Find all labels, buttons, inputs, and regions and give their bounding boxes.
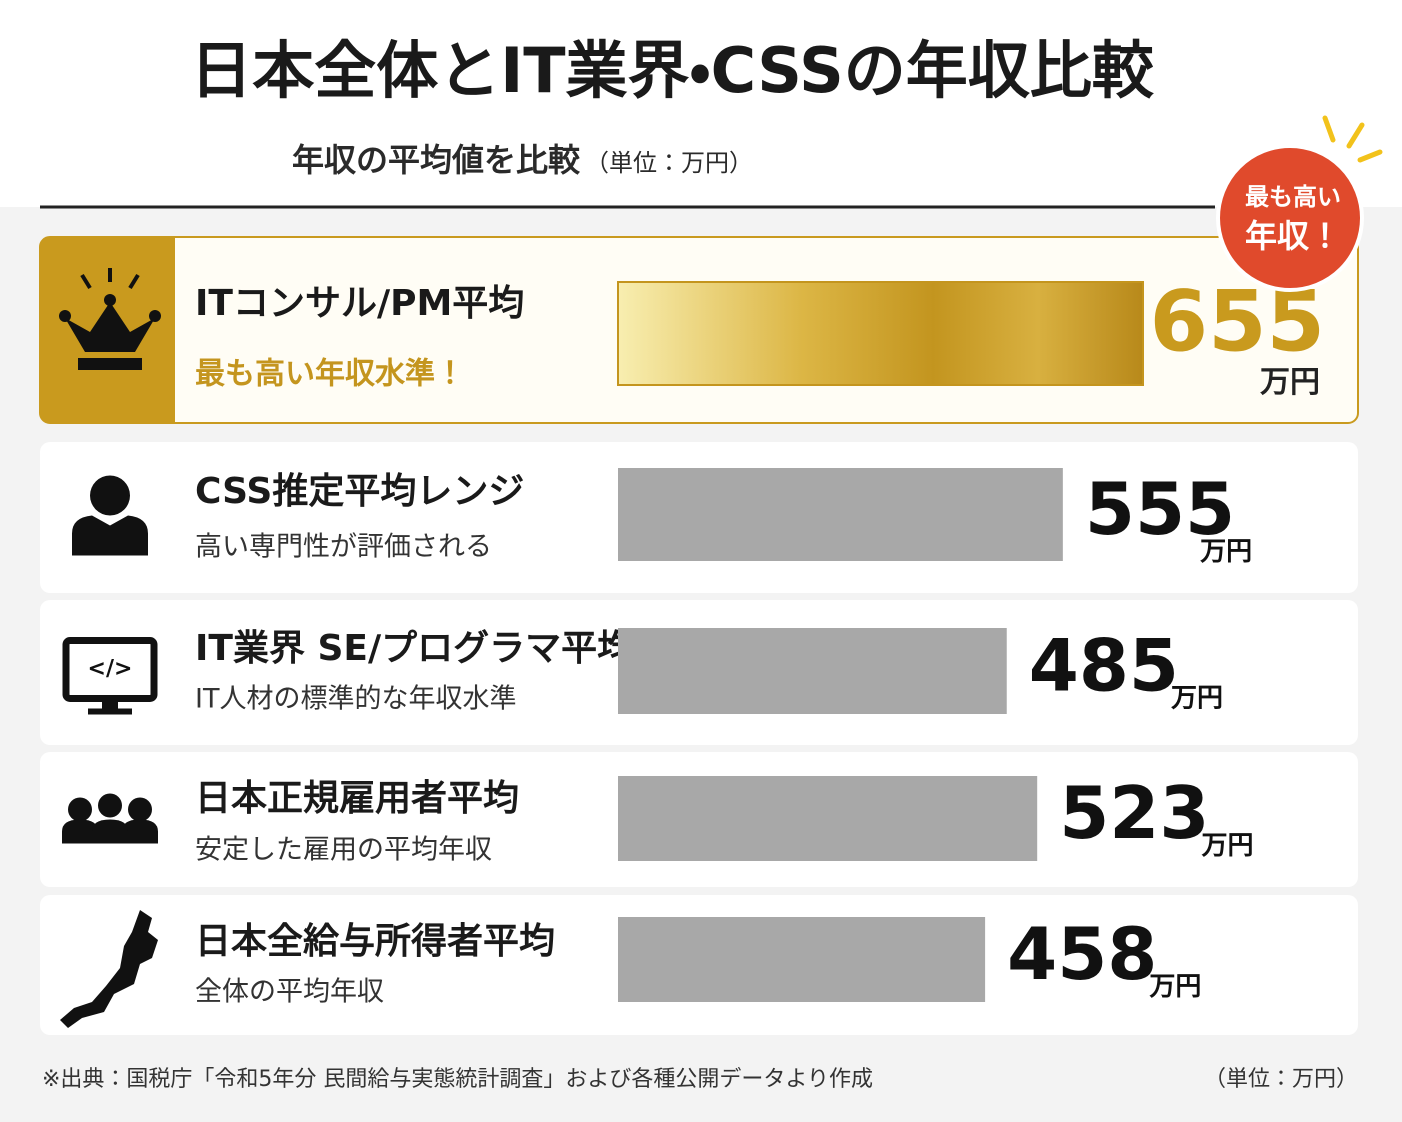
icon-shape bbox=[104, 294, 116, 306]
bar bbox=[617, 281, 1144, 386]
icon-shape bbox=[92, 819, 128, 844]
rows: ITコンサル/PM平均最も高い年収水準！655万円CSS推定平均レンジ高い専門性… bbox=[39, 236, 1359, 1035]
value-label: 485 bbox=[1029, 624, 1179, 708]
row-description: 高い専門性が評価される bbox=[195, 532, 492, 563]
icon bbox=[59, 268, 161, 370]
row-description: 全体の平均年収 bbox=[195, 977, 384, 1008]
row-title: IT業界 SE/プログラマ平均 bbox=[195, 628, 633, 669]
source-note: ※出典：国税庁「令和5年分 民間給与実態統計調査」および各種公開データより作成 bbox=[42, 1067, 873, 1092]
icon-shape bbox=[59, 310, 71, 322]
subtitle-unit: （単位：万円） bbox=[585, 149, 753, 177]
icon-shape bbox=[80, 273, 92, 290]
value-unit: 万円 bbox=[1201, 831, 1253, 861]
bar bbox=[618, 917, 986, 1002]
icon-shape bbox=[90, 475, 130, 516]
value-label: 458 bbox=[1007, 912, 1157, 996]
icon-shape bbox=[62, 819, 98, 844]
icon-shape bbox=[122, 819, 158, 844]
icon-shape bbox=[72, 515, 148, 556]
icon-shape bbox=[98, 793, 122, 818]
footer-unit: （単位：万円） bbox=[1204, 1067, 1358, 1092]
row-title: 日本全給与所得者平均 bbox=[195, 921, 555, 962]
badge-circle bbox=[1216, 144, 1364, 292]
ray bbox=[1346, 122, 1365, 149]
badge-text: 最も高い bbox=[1245, 183, 1341, 211]
icon bbox=[72, 475, 148, 556]
row-description: IT人材の標準的な年収水準 bbox=[195, 684, 516, 715]
icon-shape bbox=[128, 273, 140, 290]
value-unit: 万円 bbox=[1200, 537, 1252, 567]
value-unit: 万円 bbox=[1149, 972, 1201, 1002]
row-description: 安定した雇用の平均年収 bbox=[195, 835, 492, 866]
icon-shape: </> bbox=[88, 657, 133, 682]
value-unit: 万円 bbox=[1171, 684, 1223, 714]
ray bbox=[1357, 149, 1383, 163]
row-title: ITコンサル/PM平均 bbox=[195, 283, 524, 324]
value-label: 555 bbox=[1085, 467, 1235, 551]
bar bbox=[618, 468, 1063, 561]
row-description: 最も高い年収水準！ bbox=[195, 357, 465, 392]
icon-shape bbox=[78, 358, 142, 370]
bar bbox=[618, 628, 1007, 714]
icon bbox=[62, 793, 158, 844]
badge: 最も高い 年収！ bbox=[1216, 115, 1383, 292]
ray bbox=[1322, 115, 1336, 143]
icon-shape bbox=[65, 302, 155, 352]
icon bbox=[60, 910, 158, 1028]
icon-shape bbox=[68, 797, 92, 822]
icon-shape bbox=[149, 310, 161, 322]
chart-title: 日本全体とIT業界・CSSの年収比較 bbox=[190, 34, 1155, 107]
badge-text: 年収！ bbox=[1245, 217, 1341, 255]
icon-shape bbox=[128, 797, 152, 822]
row-title: 日本正規雇用者平均 bbox=[195, 778, 519, 819]
value-unit: 万円 bbox=[1260, 365, 1320, 400]
icon: </> bbox=[62, 637, 158, 715]
row-title: CSS推定平均レンジ bbox=[195, 471, 524, 512]
bar bbox=[618, 776, 1038, 861]
icon-shape bbox=[60, 910, 158, 1028]
icon-shape bbox=[88, 698, 132, 715]
value-label: 523 bbox=[1059, 771, 1209, 855]
subtitle: 年収の平均値を比較 bbox=[292, 141, 581, 179]
